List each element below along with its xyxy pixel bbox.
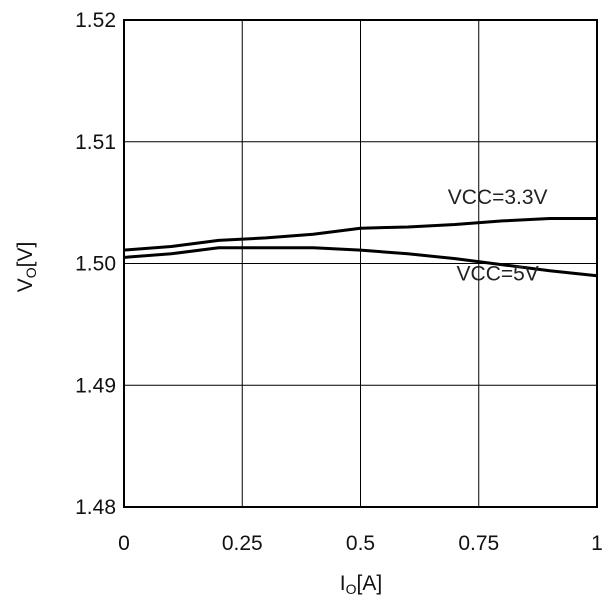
series-annotation: VCC=3.3V — [448, 186, 548, 209]
y-tick-label: 1.49 — [75, 374, 116, 397]
x-tick-labels: 0 0.25 0.5 0.75 1 — [118, 532, 603, 555]
y-axis-label: VO[V] — [14, 242, 39, 293]
x-tick-label: 0.25 — [222, 532, 263, 555]
series-lines — [123, 217, 598, 278]
x-axis-label: IO[A] — [340, 572, 382, 597]
y-tick-labels: 1.48 1.49 1.50 1.51 1.52 — [75, 9, 116, 519]
y-tick-label: 1.51 — [75, 131, 116, 154]
y-tick-label: 1.50 — [75, 253, 116, 276]
plot-frame — [123, 19, 598, 508]
x-axis-label-sub: O — [346, 581, 357, 597]
series-annotations: VCC=3.3V VCC=5V — [448, 186, 548, 286]
y-tick-label: 1.52 — [75, 9, 116, 32]
y-axis-label-unit: [V] — [14, 242, 37, 268]
series-line-vcc-3v3 — [123, 217, 597, 252]
grid-lines — [124, 20, 597, 507]
x-tick-label: 0.5 — [346, 532, 375, 555]
y-tick-label: 1.48 — [75, 496, 116, 519]
x-tick-label: 0 — [118, 532, 130, 555]
x-axis-label-unit: [A] — [357, 572, 383, 595]
x-tick-label: 0.75 — [458, 532, 499, 555]
x-axis-label-main: I — [340, 572, 346, 595]
series-annotation: VCC=5V — [457, 263, 539, 286]
x-tick-label: 1 — [591, 532, 603, 555]
series-line-vcc-5v — [123, 246, 598, 278]
y-axis-label-sub: O — [23, 267, 39, 278]
y-axis-label-main: V — [14, 278, 37, 292]
